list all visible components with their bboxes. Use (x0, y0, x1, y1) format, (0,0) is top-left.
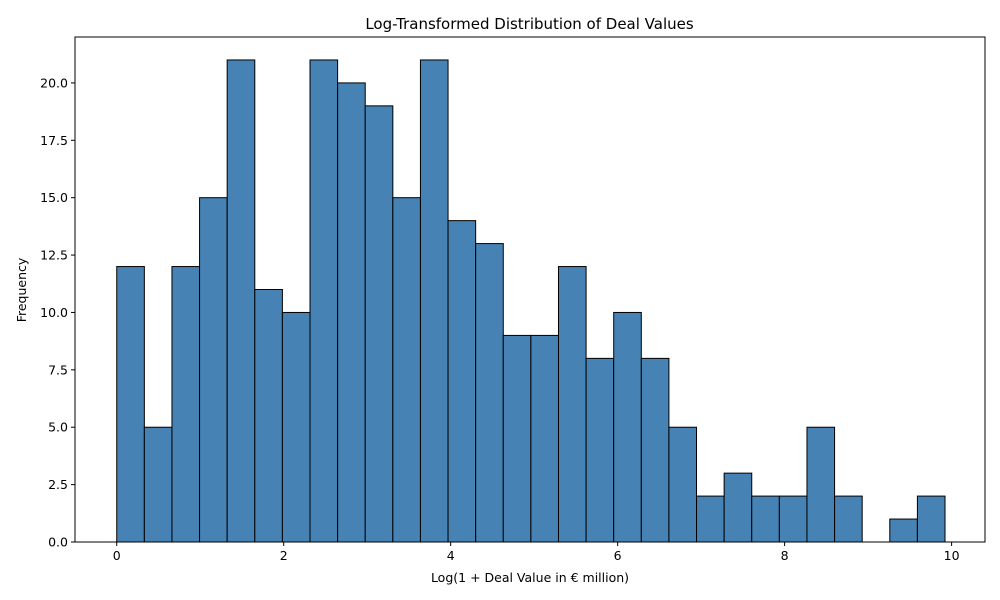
histogram-bar (475, 243, 504, 543)
histogram-bar (751, 495, 780, 543)
histogram-bar (530, 334, 559, 543)
histogram-bar (309, 59, 339, 543)
x-tick-label: 10 (944, 548, 960, 563)
x-axis-label: Log(1 + Deal Value in € million) (431, 570, 629, 585)
x-tick-label: 4 (447, 548, 455, 563)
x-tick-label: 6 (614, 548, 622, 563)
y-tick-label: 0.0 (48, 535, 68, 550)
histogram-bar (337, 82, 366, 543)
histogram-bar (447, 220, 477, 543)
histogram-bar (834, 495, 863, 543)
histogram-bar (806, 426, 836, 543)
histogram-bar (613, 311, 642, 543)
histogram-bar (778, 495, 808, 543)
y-tick-label: 15.0 (40, 190, 68, 205)
histogram-bar (419, 59, 449, 543)
y-tick-label: 10.0 (40, 305, 68, 320)
histogram-bar (254, 289, 283, 543)
histogram-bar (723, 472, 753, 543)
histogram-bar (557, 266, 587, 543)
histogram-bar (364, 105, 394, 543)
chart-title: Log-Transformed Distribution of Deal Val… (365, 15, 694, 33)
bars-group (116, 59, 946, 543)
y-tick-label: 2.5 (48, 477, 68, 492)
x-tick-label: 8 (781, 548, 789, 563)
x-tick-label: 2 (280, 548, 288, 563)
histogram-bar (916, 495, 946, 543)
histogram-bar (640, 357, 670, 543)
histogram-bar (281, 311, 311, 543)
histogram-bar (143, 426, 173, 543)
histogram-bar (392, 197, 421, 543)
y-tick-label: 5.0 (48, 420, 68, 435)
x-tick-label: 0 (113, 548, 121, 563)
histogram-bar (502, 334, 532, 543)
histogram-bar (696, 495, 725, 543)
histogram-bar (171, 266, 201, 543)
y-tick-label: 12.5 (40, 248, 68, 263)
histogram-bar (668, 426, 698, 543)
y-axis-label: Frequency (14, 257, 29, 322)
plot-frame (74, 36, 986, 543)
histogram-bar (226, 59, 256, 543)
histogram-bar (585, 357, 615, 543)
y-tick-label: 20.0 (40, 75, 68, 90)
histogram-bar (116, 266, 145, 543)
y-tick-label: 17.5 (40, 133, 68, 148)
y-tick-label: 7.5 (48, 362, 68, 377)
histogram-bar (199, 197, 228, 543)
y-axis-ticks: 0.0 2.5 5.0 7.5 10.0 12.5 15.0 17.5 20.0 (40, 75, 75, 550)
histogram-bar (889, 518, 918, 543)
x-axis-ticks: 0 2 4 6 8 10 (113, 542, 960, 563)
